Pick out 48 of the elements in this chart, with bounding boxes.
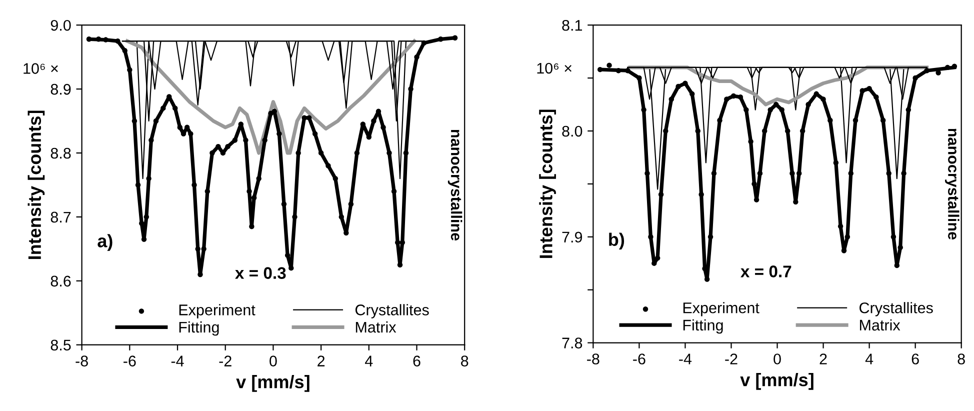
y-tick-label: 8.5 bbox=[50, 340, 71, 351]
annotation: x = 0.3 bbox=[235, 267, 286, 279]
y-tick-label: 8.0 bbox=[562, 126, 582, 137]
x-axis-title: v [mm/s] bbox=[236, 375, 310, 392]
y-axis-title: Intensity [counts] bbox=[28, 110, 45, 259]
x-tick-label: -8 bbox=[76, 356, 88, 366]
legend-label: Fitting bbox=[179, 321, 219, 336]
y-tick-label: 8.6 bbox=[50, 276, 71, 287]
x-tick-label: -8 bbox=[587, 354, 600, 364]
annotation: a) bbox=[98, 234, 112, 251]
x-tick-label: -4 bbox=[679, 354, 692, 364]
annotation: b) bbox=[609, 232, 624, 250]
x-tick-label: 0 bbox=[270, 356, 277, 366]
legend-label: Crystallites bbox=[355, 304, 429, 318]
y-tick-label: 8.1 bbox=[562, 20, 582, 31]
y-tick-label: 7.8 bbox=[562, 338, 582, 348]
legend-label: Experiment bbox=[683, 302, 760, 316]
x-tick-label: -6 bbox=[124, 356, 136, 366]
x-tick-label: -4 bbox=[171, 356, 184, 366]
text: 10⁶ × bbox=[537, 62, 572, 74]
x-tick-label: 2 bbox=[318, 356, 325, 366]
text: 10⁶ × bbox=[24, 63, 58, 74]
legend-label: Matrix bbox=[356, 321, 396, 333]
x-tick-label: -6 bbox=[633, 354, 646, 364]
annotation: nanocrystalline bbox=[945, 128, 960, 240]
annotation: x = 0.7 bbox=[740, 266, 792, 278]
x-tick-label: 8 bbox=[461, 356, 468, 366]
x-tick-label: -2 bbox=[219, 356, 232, 366]
annotation: nanocrystalline bbox=[448, 130, 462, 240]
y-tick-label: 8.9 bbox=[50, 84, 71, 95]
x-tick-label: -2 bbox=[725, 354, 738, 364]
legend-label: Experiment bbox=[179, 304, 256, 318]
x-tick-label: 2 bbox=[820, 354, 827, 364]
x-tick-label: 6 bbox=[413, 356, 420, 366]
x-tick-label: 8 bbox=[958, 354, 965, 364]
y-tick-label: 8.8 bbox=[50, 148, 71, 159]
x-tick-label: 0 bbox=[774, 354, 781, 364]
legend-label: Matrix bbox=[860, 319, 900, 331]
x-tick-label: 6 bbox=[912, 354, 919, 364]
legend-label: Crystallites bbox=[860, 302, 933, 316]
legend-label: Fitting bbox=[683, 319, 723, 334]
x-tick-label: 4 bbox=[365, 356, 373, 366]
x-axis-title: v [mm/s] bbox=[740, 372, 814, 390]
y-axis-title: Intensity [counts] bbox=[539, 110, 556, 258]
y-tick-label: 9.0 bbox=[50, 20, 71, 31]
x-tick-label: 4 bbox=[865, 354, 874, 364]
y-tick-label: 8.7 bbox=[50, 212, 71, 223]
y-tick-label: 7.9 bbox=[562, 232, 582, 243]
